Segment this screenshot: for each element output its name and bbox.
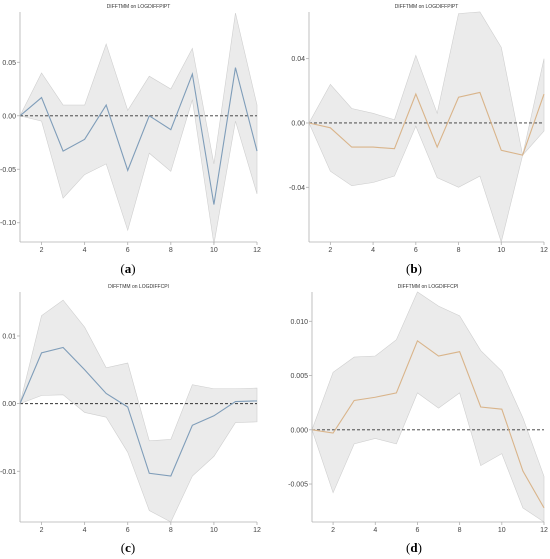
y-tick-label: 0.04: [291, 56, 305, 63]
y-tick-label: 0.00: [291, 120, 305, 127]
x-tick-label: 8: [169, 527, 173, 534]
y-tick-label: 0.00: [2, 113, 16, 120]
x-tick-label: 12: [540, 527, 548, 534]
chart-title: DIFFTMM on LOGDIFFPIPT: [107, 4, 171, 10]
x-tick-label: 8: [169, 247, 173, 254]
x-tick-label: 8: [458, 527, 462, 534]
x-tick-label: 8: [457, 247, 461, 254]
x-tick-label: 6: [416, 527, 420, 534]
y-tick-label: -0.01: [0, 469, 16, 476]
caption-d: (d): [406, 540, 422, 555]
series-line: [19, 67, 258, 205]
series-line: [308, 91, 545, 156]
chart-title: DIFFTMM on LOGDIFFCPI: [398, 284, 459, 290]
chart-b: DIFFTMM on LOGDIFFPIPT 2 4 6 8 10 12 0.04 0.00 -0…: [289, 4, 548, 254]
x-tick-label: 4: [371, 247, 375, 254]
x-tick-label: 10: [210, 527, 218, 534]
x-tick-label: 6: [414, 247, 418, 254]
x-tick-label: 6: [126, 247, 130, 254]
chart-c: DIFFTMM on LOGDIFFCPI 2 4 6 8 10 12 0.01 0.00 -0.…: [0, 284, 261, 534]
x-tick-label: 10: [497, 247, 505, 254]
panel-a: DIFFTMM on LOGDIFFPIPT 2 4 6 8 10 12 0.05 0.00 -0…: [0, 0, 270, 255]
x-tick-label: 2: [40, 527, 44, 534]
y-tick-label: 0.010: [290, 319, 308, 326]
confidence-band: [19, 13, 258, 245]
caption-b: (b): [406, 261, 422, 276]
panel-b: DIFFTMM on LOGDIFFPIPT 2 4 6 8 10 12 0.04 0.00 -0…: [280, 0, 550, 255]
confidence-band: [308, 11, 545, 244]
chart-d: DIFFTMM on LOGDIFFCPI 2 4 6 8 10 12 0.010 0.005 0…: [288, 284, 548, 534]
x-tick-label: 12: [253, 247, 261, 254]
x-tick-label: 4: [83, 247, 87, 254]
y-tick-label: -0.04: [289, 185, 305, 192]
y-tick-label: 0.000: [290, 427, 308, 434]
y-tick-label: 0.00: [2, 401, 16, 408]
y-tick-label: 0.005: [290, 373, 308, 380]
caption-c: (c): [120, 540, 136, 555]
x-tick-label: 12: [253, 527, 261, 534]
chart-title: DIFFTMM on LOGDIFFPIPT: [395, 4, 459, 10]
series-line: [19, 346, 258, 477]
y-tick-label: 0.01: [2, 333, 16, 340]
caption-a: (a): [120, 261, 136, 276]
x-tick-label: 2: [40, 247, 44, 254]
confidence-band: [19, 299, 258, 523]
chart-title: DIFFTMM on LOGDIFFCPI: [108, 284, 169, 290]
panel-c: DIFFTMM on LOGDIFFCPI 2 4 6 8 10 12 0.01 0.00 -0.…: [0, 280, 270, 535]
x-tick-label: 2: [328, 247, 332, 254]
y-tick-label: 0.05: [2, 60, 16, 67]
panel-d: DIFFTMM on LOGDIFFCPI 2 4 6 8 10 12 0.010 0.005 0…: [280, 280, 550, 535]
x-tick-label: 4: [373, 527, 377, 534]
x-tick-label: 10: [210, 247, 218, 254]
x-tick-label: 12: [540, 247, 548, 254]
x-tick-label: 2: [331, 527, 335, 534]
y-tick-label: -0.10: [0, 220, 16, 227]
x-tick-label: 10: [498, 527, 506, 534]
y-tick-label: -0.05: [0, 167, 16, 174]
chart-a: DIFFTMM on LOGDIFFPIPT 2 4 6 8 10 12 0.05 0.00 -0…: [0, 4, 261, 254]
x-tick-label: 6: [126, 527, 130, 534]
confidence-band: [311, 291, 545, 523]
series-line: [311, 339, 545, 509]
y-tick-label: -0.005: [288, 482, 308, 489]
x-tick-label: 4: [83, 527, 87, 534]
